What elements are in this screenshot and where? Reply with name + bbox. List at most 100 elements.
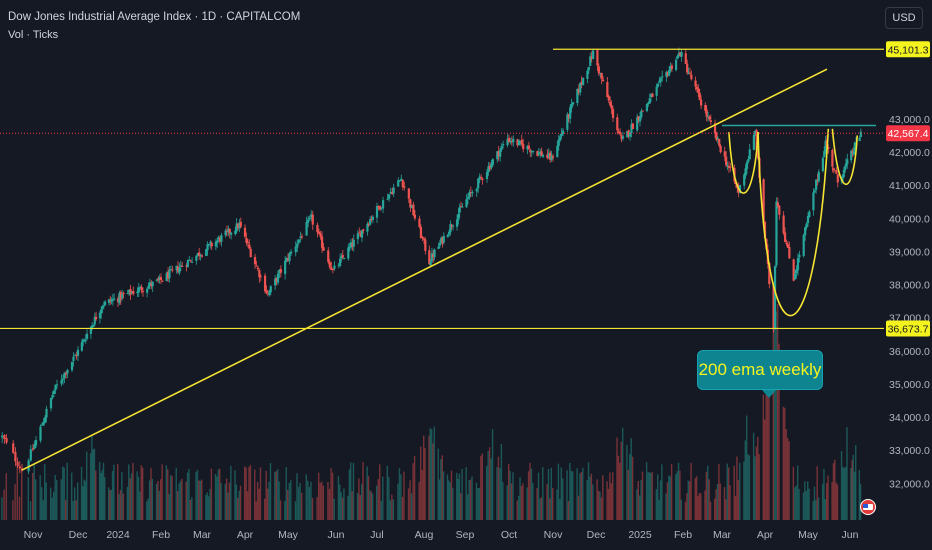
volume-bar xyxy=(734,496,737,520)
candle xyxy=(269,285,272,296)
volume-bar xyxy=(63,467,65,520)
volume-bar xyxy=(130,473,133,520)
candle xyxy=(1,432,4,444)
candle-body xyxy=(83,340,86,342)
candle-body xyxy=(27,460,30,472)
candle xyxy=(705,105,708,122)
candle xyxy=(228,228,231,239)
candle xyxy=(530,150,533,157)
candle xyxy=(319,230,322,240)
candle xyxy=(118,290,121,306)
volume-bar xyxy=(327,481,329,520)
volume-bar xyxy=(287,489,289,520)
candle-body xyxy=(833,170,837,172)
volume-bar xyxy=(296,473,298,520)
volume-bar xyxy=(109,490,111,520)
candle-body xyxy=(859,131,862,138)
candle xyxy=(227,225,230,237)
volume-bar xyxy=(560,467,562,520)
candle-body xyxy=(706,116,710,118)
volume-bar xyxy=(398,468,401,520)
volume-indicator-label[interactable]: Vol · Ticks xyxy=(8,29,59,41)
candle-body xyxy=(527,145,530,149)
candle-body xyxy=(98,312,102,319)
volume-bar xyxy=(729,485,731,520)
candle xyxy=(576,88,579,106)
candle-body xyxy=(91,325,94,329)
candle xyxy=(556,140,559,158)
volume-bar xyxy=(617,455,620,520)
candle-body xyxy=(351,243,354,247)
candle-body xyxy=(84,339,87,341)
candle-body xyxy=(381,200,385,209)
volume-bar xyxy=(179,480,182,520)
candle-body xyxy=(337,264,340,266)
candle xyxy=(433,248,436,261)
candle xyxy=(619,128,622,136)
candle-body xyxy=(752,134,756,150)
currency-button[interactable]: USD xyxy=(885,7,923,29)
candle-body xyxy=(205,249,208,256)
candle xyxy=(64,370,68,379)
volume-bar xyxy=(446,474,449,520)
time-tick-label: Nov xyxy=(24,529,43,541)
candle xyxy=(296,239,299,253)
candle-body xyxy=(362,229,365,231)
candle-body xyxy=(785,242,788,245)
candle-body xyxy=(136,291,139,294)
candle xyxy=(804,226,807,241)
price-axis[interactable]: 43,000.0 42,000.0 41,000.0 40,000.0 39,000.0… xyxy=(884,0,932,550)
volume-bar xyxy=(458,473,461,520)
candle xyxy=(645,103,649,113)
volume-bar xyxy=(205,494,207,520)
volume-bar xyxy=(337,476,340,520)
candle-body xyxy=(539,152,542,154)
candle-body xyxy=(76,349,80,356)
candle xyxy=(107,298,111,306)
volume-bar xyxy=(698,492,701,520)
candle xyxy=(389,187,392,195)
time-tick-label: Aug xyxy=(415,529,434,541)
candle xyxy=(339,253,342,268)
us-flag-icon[interactable] xyxy=(860,499,876,515)
candle xyxy=(792,258,795,282)
candle-body xyxy=(284,260,287,274)
candle-body xyxy=(171,269,174,271)
candlestick-series xyxy=(1,47,862,475)
candle xyxy=(84,334,87,344)
candle xyxy=(567,113,570,123)
candle xyxy=(169,265,172,271)
symbol-title[interactable]: Dow Jones Industrial Average Index · 1D … xyxy=(8,11,301,23)
candle-body xyxy=(14,452,17,462)
candle xyxy=(410,205,413,209)
candle-body xyxy=(853,142,856,152)
volume-bar xyxy=(196,469,199,520)
candle-body xyxy=(389,191,392,194)
candle-body xyxy=(709,120,712,123)
ema-callout[interactable]: 200 ema weekly xyxy=(697,350,823,390)
volume-bar xyxy=(51,497,53,520)
volume-bar xyxy=(776,303,779,520)
candle-body xyxy=(587,66,590,71)
candle xyxy=(587,66,590,74)
candle xyxy=(320,231,324,254)
candle xyxy=(366,221,369,236)
candle-body xyxy=(16,461,19,467)
volume-bar xyxy=(214,473,217,520)
time-tick-label: Mar xyxy=(193,529,212,541)
time-axis[interactable]: Nov Dec 2024 Feb Mar Apr May Jun Jul Aug Sep Oct Nov… xyxy=(24,529,859,541)
candle-body xyxy=(795,268,798,274)
candle-body xyxy=(188,259,191,261)
volume-bar xyxy=(60,479,62,520)
candle-body xyxy=(276,273,280,283)
volume-bar xyxy=(637,480,639,520)
candle-body xyxy=(189,260,192,262)
volume-bar xyxy=(418,482,420,520)
price-label-text: 36,673.7 xyxy=(888,323,929,335)
volume-bar xyxy=(95,470,97,520)
candle-body xyxy=(245,237,248,243)
candle xyxy=(659,76,662,87)
volume-bar xyxy=(719,483,722,520)
candle xyxy=(805,221,808,231)
